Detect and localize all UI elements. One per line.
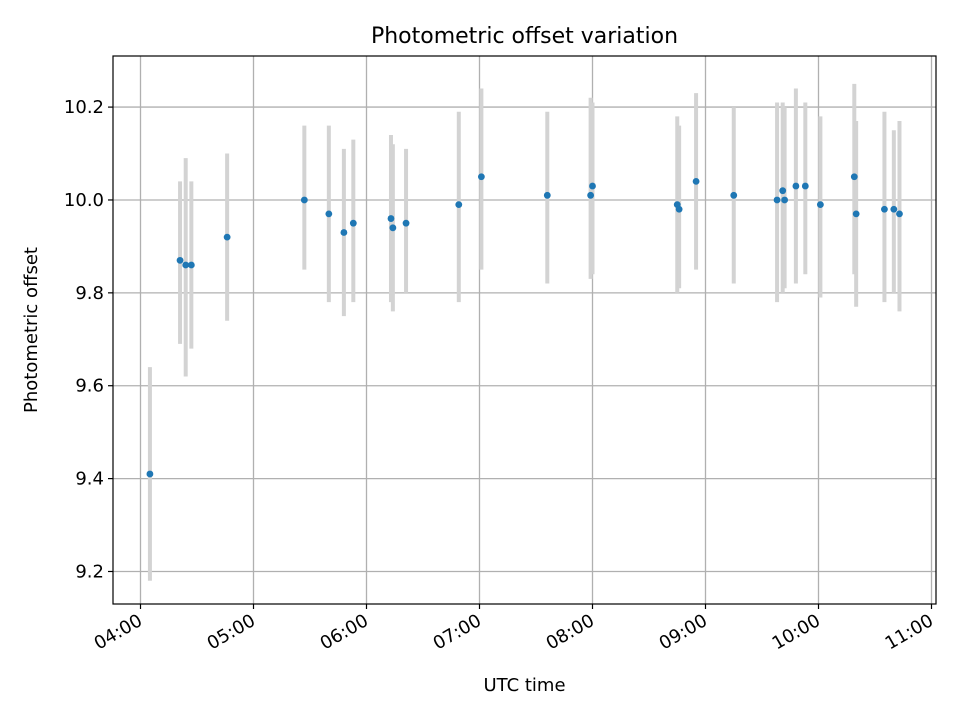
data-point: [587, 191, 595, 199]
data-point: [176, 256, 184, 264]
data-point: [890, 205, 898, 213]
data-point: [896, 210, 903, 218]
y-axis-title: Photometric offset: [21, 247, 42, 413]
data-point: [300, 196, 308, 204]
data-point: [675, 205, 683, 213]
data-point: [801, 182, 809, 190]
y-tick-label: 9.6: [75, 376, 104, 397]
data-point: [455, 201, 463, 209]
data-point: [850, 173, 858, 181]
data-point: [852, 210, 860, 218]
y-tick-label: 10.0: [64, 190, 104, 211]
x-tick-label: 09:00: [656, 610, 711, 654]
x-tick-label: 05:00: [204, 610, 259, 654]
x-tick-label: 11:00: [882, 610, 937, 654]
data-point: [402, 219, 410, 227]
x-tick-label: 04:00: [91, 610, 146, 654]
y-tick-label: 9.8: [75, 283, 104, 304]
data-point: [881, 205, 888, 213]
data-point: [340, 229, 348, 236]
grid-layer: [113, 56, 936, 604]
data-point: [816, 201, 824, 209]
tick-layer: [108, 106, 933, 609]
data-point: [589, 182, 596, 190]
x-tick-label: 07:00: [430, 610, 485, 654]
data-point: [325, 210, 333, 218]
data-point: [773, 196, 781, 204]
data-point: [692, 177, 700, 185]
data-point: [387, 215, 395, 222]
x-tick-label: 10:00: [769, 610, 824, 654]
x-axis-title: UTC time: [483, 675, 565, 696]
data-point: [182, 261, 190, 269]
errorbar-layer: [147, 83, 902, 581]
data-point: [146, 470, 154, 478]
data-point: [223, 233, 231, 241]
y-tick-label: 9.4: [75, 469, 104, 490]
x-tick-label: 06:00: [317, 610, 372, 654]
data-point: [349, 219, 357, 227]
data-point: [543, 191, 551, 199]
plot-frame: [112, 55, 937, 605]
y-tick-label: 9.2: [75, 561, 104, 582]
y-tick-label: 10.2: [64, 97, 104, 118]
data-point: [187, 261, 195, 269]
x-tick-label: 08:00: [543, 610, 598, 654]
chart-title: Photometric offset variation: [371, 24, 678, 49]
data-point: [389, 224, 397, 232]
data-point: [779, 187, 787, 195]
data-point: [477, 173, 485, 181]
data-point: [792, 182, 800, 190]
data-point: [781, 196, 788, 204]
data-point: [730, 191, 738, 199]
point-layer: [146, 173, 903, 478]
